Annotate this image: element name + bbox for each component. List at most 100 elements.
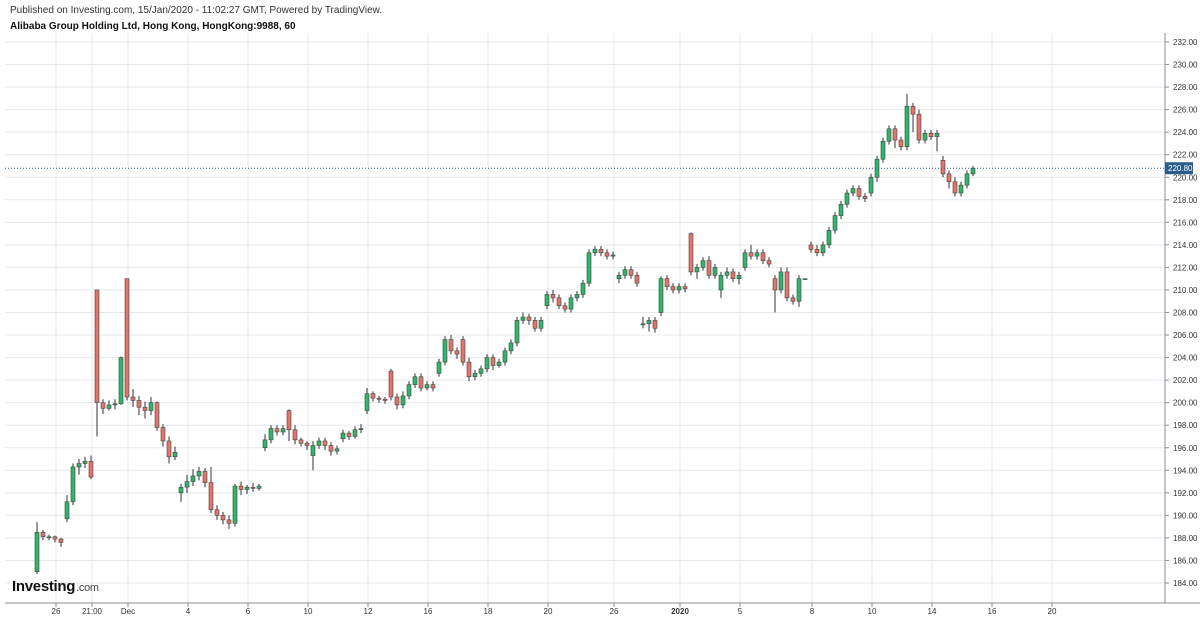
candle <box>148 397 154 416</box>
candle <box>640 317 646 329</box>
candle <box>688 232 694 276</box>
candle <box>82 456 88 469</box>
candle-body-up <box>616 275 622 279</box>
candle <box>166 436 172 464</box>
candle-body-down <box>466 361 472 378</box>
candle <box>958 181 964 197</box>
candle <box>286 409 292 441</box>
candle <box>646 317 652 332</box>
candle-body-up <box>106 404 112 409</box>
candle <box>616 271 622 284</box>
candle <box>526 313 532 325</box>
candle <box>232 483 238 527</box>
y-tick-label: 202.00 <box>1173 376 1198 385</box>
candle <box>754 249 760 260</box>
candle-body-down <box>202 471 208 483</box>
candle-body-up <box>502 350 508 363</box>
candle-body-up <box>514 320 520 344</box>
candle-body-down <box>382 398 388 401</box>
candle <box>400 391 406 409</box>
candle <box>814 244 820 257</box>
candle <box>514 317 520 347</box>
candle <box>730 268 736 283</box>
last-price-layer: 220.80 <box>5 162 1193 175</box>
candle <box>70 463 76 506</box>
candle-body-down <box>856 188 862 197</box>
y-tick-label: 230.00 <box>1173 61 1198 70</box>
candle-body-up <box>472 373 478 378</box>
y-tick-label: 204.00 <box>1173 354 1198 363</box>
candle-body-up <box>316 440 322 446</box>
y-tick-label: 224.00 <box>1173 128 1198 137</box>
x-tick-label: 26 <box>52 607 61 616</box>
candle <box>214 505 220 520</box>
candle <box>304 440 310 451</box>
candle <box>130 389 136 408</box>
candle-body-up <box>178 486 184 494</box>
candle <box>274 425 280 436</box>
candle <box>586 249 592 287</box>
candle-body-down <box>910 105 916 115</box>
candle-body-up <box>76 463 82 468</box>
x-tick-label: 10 <box>304 607 313 616</box>
candle <box>580 279 586 298</box>
time-axis[interactable]: 26 21:00 Dec 4 6 10 12 16 18 20 26 2020 5 8 10 14 16 20 <box>5 602 1200 616</box>
candle-body-up <box>406 384 412 397</box>
candle <box>160 424 166 447</box>
candle-body-down <box>88 460 94 478</box>
logo-text: Investing <box>12 578 76 595</box>
candle-body-down <box>946 173 952 183</box>
candle-body-down <box>370 393 376 399</box>
candle <box>838 200 844 219</box>
candle <box>52 535 58 543</box>
candle-body-up <box>424 384 430 389</box>
candle-body-up <box>520 316 526 321</box>
candle <box>652 317 658 333</box>
candle <box>466 357 472 382</box>
candle <box>346 430 352 440</box>
candle-body-up <box>436 361 442 374</box>
candle-body-down <box>928 132 934 137</box>
candle <box>118 356 124 405</box>
candle <box>430 381 436 392</box>
candle <box>904 93 910 151</box>
candle <box>700 257 706 271</box>
candle-body-up <box>172 451 178 458</box>
candle <box>628 266 634 279</box>
candle-body-down <box>682 286 688 290</box>
candle-body-up <box>844 192 850 205</box>
candle <box>136 395 142 416</box>
candle <box>718 271 724 298</box>
candle <box>712 264 718 279</box>
candle <box>490 354 496 370</box>
candle-body-up <box>886 128 892 142</box>
price-axis[interactable]: 184.00 186.00 188.00 190.00 192.00 194.00 196.… <box>1164 33 1198 603</box>
candle <box>898 136 904 151</box>
candle <box>964 170 970 189</box>
candle <box>58 537 64 547</box>
candle <box>592 246 598 257</box>
candle <box>376 395 382 403</box>
candle <box>802 278 808 280</box>
candle <box>178 483 184 502</box>
candle-body-down <box>448 339 454 352</box>
candle-body-down <box>322 440 328 446</box>
y-tick-label: 226.00 <box>1173 106 1198 115</box>
candle-body-up <box>880 140 886 160</box>
candle-body-up <box>868 176 874 194</box>
x-tick-label: 16 <box>988 607 997 616</box>
candle <box>664 275 670 290</box>
candle <box>94 289 100 437</box>
candle <box>874 155 880 182</box>
candle-body-down <box>556 297 562 307</box>
candle-body-up <box>676 286 682 291</box>
x-tick-label: 18 <box>484 607 493 616</box>
candle-body-up <box>922 132 928 141</box>
candle-body-down <box>94 289 100 403</box>
candle-body-down <box>394 396 400 406</box>
candle-body-down <box>220 515 226 521</box>
logo-suffix: .com <box>76 582 99 594</box>
candle-body-up <box>838 204 844 216</box>
candle-body-down <box>604 252 610 257</box>
x-tick-label: Dec <box>121 607 135 616</box>
